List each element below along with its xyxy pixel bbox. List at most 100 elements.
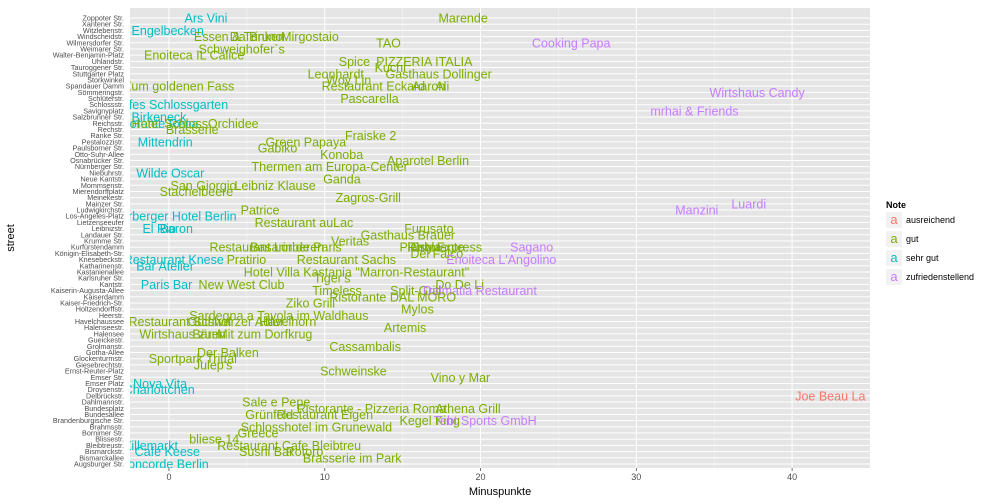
point-label: Schweinske [320,365,387,379]
y-tick-label: Ernst-Reuter-Platz [65,367,125,376]
legend-key-glyph: a [890,212,898,227]
point-label: Aaron [412,80,445,94]
point-label: Enoiteca IL Calice [144,49,244,63]
y-tick-label: Los-Angeles-Platz [66,212,125,221]
point-label: Sagano [510,241,553,255]
point-label: Paris Bar [141,278,192,292]
point-label: Bären [192,327,225,341]
point-label: Birkeneck [132,111,188,125]
y-tick-label: Mainzer Str. [86,199,124,208]
point-label: Wirtshaus zum [139,327,222,341]
point-label: Luardi [731,197,766,211]
point-label: Cassambalis [329,340,401,354]
y-tick-label: Nürnberger Str. [75,162,124,171]
plot-panel [130,8,870,468]
point-label: Mylos [401,303,434,317]
y-tick-label: Giesebrechtstr. [76,360,124,369]
y-tick-label: Wilmersdorfer Str. [66,38,124,47]
y-tick-label: Dahlmannstr. [82,398,124,407]
legend-label: gut [906,234,919,244]
y-tick-label: Bornimer Str. [82,429,124,438]
y-tick-label: Droysenstr. [88,385,124,394]
point-label: Ali [435,80,449,94]
point-label: Zagros-Grill [336,191,401,205]
point-label: Pratirio [227,253,267,267]
point-label: Del Falco [410,247,463,261]
point-label: Nova Vita [133,377,187,391]
point-label: Concorde Berlin [119,458,209,472]
point-label: Spice [339,55,370,69]
point-label: Gasthaus Dollinger [385,67,491,81]
point-label: Zum goldenen Fass [124,80,234,94]
legend-item: a ausreichend [886,212,955,228]
point-label: Ristorante Rena [108,117,198,131]
y-tick-label: Sömmeringstr. [78,88,124,97]
point-label: Restaurant Knese [124,253,224,267]
point-label: Cooking Papa [532,36,611,50]
y-tick-label: Landauer Str. [81,230,124,239]
y-tick-label: Königin-Elisabeth-Str. [55,249,124,258]
point-label: Kegel King [400,414,461,428]
y-tick-label: Meinekestr. [87,193,124,202]
y-tick-label: Otto-Suhr-Allee [74,150,124,159]
point-label: Sale e Pepe [242,396,310,410]
point-label: Julep's [194,358,233,372]
point-label: Leibniz Klause [234,179,315,193]
y-tick-label: Uhlandstr. [92,57,124,66]
legend-key-glyph: a [890,250,898,265]
y-tick-label: Kurfürstendamm [71,243,124,252]
legend-key [886,231,902,247]
point-label: Patrice [241,204,280,218]
point-label: Athena Grill [435,402,500,416]
legend-label: ausreichend [906,215,955,225]
y-tick-label: Katharinenstr. [80,261,124,270]
y-tick-label: Ranke Str. [90,131,124,140]
point-label: bliese 14 [189,433,239,447]
point-label: Fraiske 2 [345,129,396,143]
point-label: PIZZERIA ITALIA [376,55,473,69]
point-label: Restaurant Eckard [322,80,426,94]
point-label: Charlottchen [124,383,195,397]
x-tick-label: 30 [631,472,641,482]
point-label: Timeless [312,284,362,298]
point-label: Joe Beau La [795,389,865,403]
y-tick-label: Weimarer Str. [80,44,124,53]
point-label: Rotoro [286,445,324,459]
point-label: Restaurant Schwarzer Adler [128,315,284,329]
y-tick-label: Emser Str. [90,373,124,382]
y-tick-label: Osnabrücker Str. [70,156,124,165]
y-tick-label: Lietzenseeufer [77,218,125,227]
point-label: Schweighofer`s [199,42,285,56]
point-label: Ristorante - Pizzeria Roma [297,402,446,416]
y-axis-tick-labels: Augsburger Str.BismarckalleeBismarckstr.… [51,14,125,469]
point-label: Ziko Grill [286,296,335,310]
y-tick-label: Holtzendorffstr. [76,305,124,314]
legend-key [886,212,902,228]
y-tick-label: Spandauer Damm [66,82,124,91]
point-label: El Rio [142,222,175,236]
y-tick-label: Blissestr. [95,435,124,444]
y-tick-label: Kaiser-Friedrich-Str. [60,298,124,307]
point-label: Mittendrin [138,135,193,149]
point-label: Engelbecken [132,24,204,38]
y-tick-label: Bundesplatz [84,404,124,413]
legend-key [886,250,902,266]
y-tick-label: Schlossstr. [89,100,124,109]
point-label: Kuchi [375,61,406,75]
point-label: Leonhardt [308,67,365,81]
y-tick-label: Xantener Str. [82,20,124,29]
point-label: Ars Vini [185,12,228,26]
point-label: Da Bruno [230,30,283,44]
y-tick-label: Halensee [94,329,124,338]
y-tick-label: Brandenburgische Str. [53,416,124,425]
y-tick-label: Delbrückstr. [86,391,124,400]
point-label: Restaurant Cafe Bleibtreu [217,439,361,453]
point-label: San Giorgio [171,179,237,193]
point-label: Restaurant Eigen [276,408,373,422]
y-tick-label: Krumme Str. [84,237,124,246]
point-label: Orly Express [410,241,482,255]
y-axis-title: street [5,224,17,252]
point-label: Split-Grill [390,284,441,298]
